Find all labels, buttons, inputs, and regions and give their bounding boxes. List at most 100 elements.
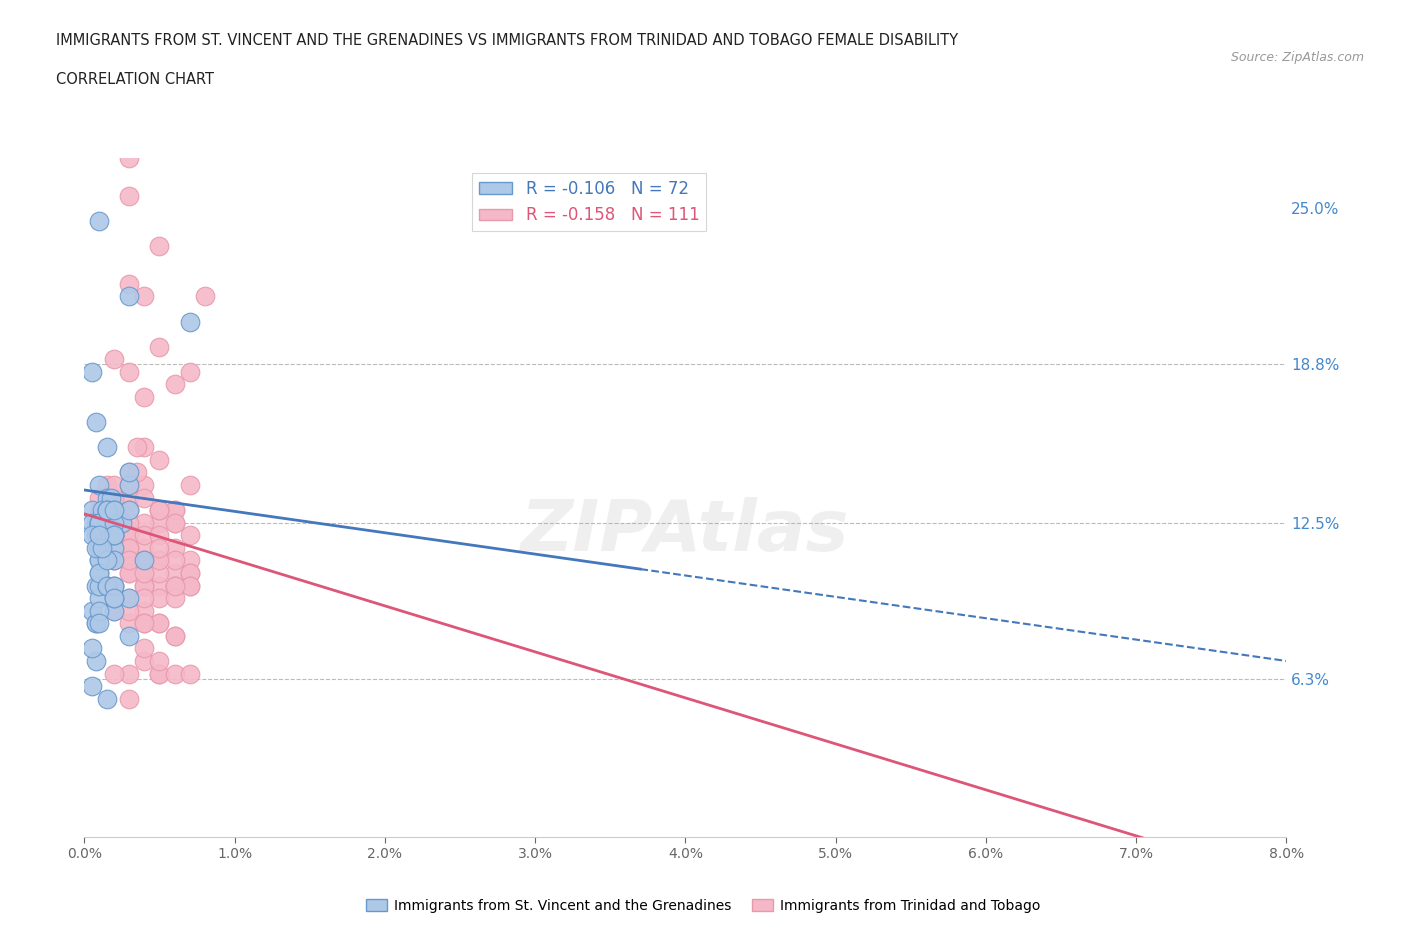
- Point: [96, 578, 118, 593]
- Point: [96, 503, 118, 518]
- Legend: R = -0.106   N = 72, R = -0.158   N = 111: R = -0.106 N = 72, R = -0.158 N = 111: [472, 173, 706, 231]
- Point: [111, 515, 134, 530]
- Point: [118, 276, 141, 291]
- Point: [89, 565, 111, 580]
- Point: [89, 604, 111, 618]
- Point: [148, 654, 170, 669]
- Point: [148, 565, 170, 580]
- Point: [118, 515, 141, 530]
- Point: [118, 591, 141, 605]
- Point: [103, 503, 125, 518]
- Point: [148, 515, 170, 530]
- Point: [103, 515, 125, 530]
- Point: [148, 503, 170, 518]
- Point: [118, 666, 141, 681]
- Point: [100, 490, 122, 505]
- Point: [163, 553, 186, 568]
- Point: [103, 604, 125, 618]
- Legend: Immigrants from St. Vincent and the Grenadines, Immigrants from Trinidad and Tob: Immigrants from St. Vincent and the Gren…: [360, 894, 1046, 919]
- Point: [148, 591, 170, 605]
- Point: [86, 654, 108, 669]
- Point: [96, 578, 118, 593]
- Point: [89, 540, 111, 555]
- Point: [148, 666, 170, 681]
- Point: [103, 528, 125, 543]
- Point: [89, 553, 111, 568]
- Point: [134, 654, 156, 669]
- Point: [118, 565, 141, 580]
- Point: [103, 540, 125, 555]
- Point: [80, 604, 103, 618]
- Point: [118, 629, 141, 644]
- Point: [179, 553, 201, 568]
- Point: [118, 289, 141, 304]
- Point: [163, 578, 186, 593]
- Point: [103, 666, 125, 681]
- Text: Source: ZipAtlas.com: Source: ZipAtlas.com: [1230, 51, 1364, 64]
- Point: [163, 377, 186, 392]
- Point: [86, 515, 108, 530]
- Point: [118, 477, 141, 492]
- Point: [103, 503, 125, 518]
- Point: [134, 641, 156, 656]
- Point: [91, 540, 114, 555]
- Point: [148, 666, 170, 681]
- Point: [86, 616, 108, 631]
- Point: [89, 515, 111, 530]
- Point: [148, 452, 170, 467]
- Point: [91, 503, 114, 518]
- Point: [163, 629, 186, 644]
- Point: [148, 553, 170, 568]
- Point: [103, 503, 125, 518]
- Point: [103, 490, 125, 505]
- Point: [118, 528, 141, 543]
- Point: [134, 390, 156, 405]
- Point: [86, 578, 108, 593]
- Point: [103, 528, 125, 543]
- Point: [134, 289, 156, 304]
- Point: [118, 465, 141, 480]
- Point: [148, 339, 170, 354]
- Point: [118, 477, 141, 492]
- Point: [89, 540, 111, 555]
- Point: [148, 503, 170, 518]
- Point: [118, 503, 141, 518]
- Point: [103, 604, 125, 618]
- Point: [89, 515, 111, 530]
- Point: [80, 528, 103, 543]
- Point: [86, 540, 108, 555]
- Point: [163, 591, 186, 605]
- Point: [103, 528, 125, 543]
- Point: [134, 540, 156, 555]
- Point: [148, 239, 170, 254]
- Point: [134, 578, 156, 593]
- Point: [103, 477, 125, 492]
- Point: [118, 691, 141, 706]
- Point: [118, 591, 141, 605]
- Point: [96, 578, 118, 593]
- Point: [163, 503, 186, 518]
- Point: [89, 591, 111, 605]
- Point: [96, 490, 118, 505]
- Point: [134, 578, 156, 593]
- Point: [179, 314, 201, 329]
- Point: [96, 477, 118, 492]
- Point: [118, 565, 141, 580]
- Point: [118, 553, 141, 568]
- Point: [86, 415, 108, 430]
- Point: [134, 515, 156, 530]
- Point: [148, 616, 170, 631]
- Point: [103, 503, 125, 518]
- Point: [89, 214, 111, 229]
- Point: [118, 553, 141, 568]
- Point: [118, 604, 141, 618]
- Point: [134, 616, 156, 631]
- Point: [103, 352, 125, 366]
- Point: [89, 515, 111, 530]
- Point: [118, 540, 141, 555]
- Point: [194, 289, 217, 304]
- Point: [118, 490, 141, 505]
- Point: [96, 553, 118, 568]
- Point: [163, 540, 186, 555]
- Point: [163, 666, 186, 681]
